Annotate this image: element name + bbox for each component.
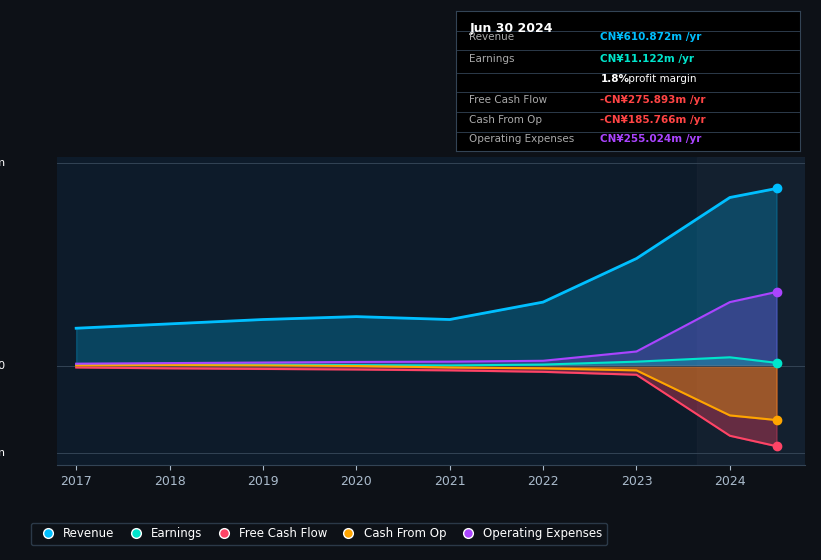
Text: Operating Expenses: Operating Expenses	[470, 134, 575, 144]
Bar	[697, 157, 810, 465]
Text: -CN¥300m: -CN¥300m	[0, 448, 5, 458]
Text: CN¥610.872m /yr: CN¥610.872m /yr	[600, 32, 702, 42]
Text: Cash From Op: Cash From Op	[470, 115, 543, 125]
Legend: Revenue, Earnings, Free Cash Flow, Cash From Op, Operating Expenses: Revenue, Earnings, Free Cash Flow, Cash …	[31, 522, 607, 545]
Text: CN¥700m: CN¥700m	[0, 157, 5, 167]
Text: -CN¥185.766m /yr: -CN¥185.766m /yr	[600, 115, 706, 125]
Text: profit margin: profit margin	[625, 74, 696, 84]
Text: 1.8%: 1.8%	[600, 74, 630, 84]
Text: -CN¥275.893m /yr: -CN¥275.893m /yr	[600, 95, 706, 105]
Text: Revenue: Revenue	[470, 32, 515, 42]
Text: CN¥11.122m /yr: CN¥11.122m /yr	[600, 54, 695, 64]
Text: CN¥255.024m /yr: CN¥255.024m /yr	[600, 134, 702, 144]
Text: CN¥0: CN¥0	[0, 361, 5, 371]
Text: Jun 30 2024: Jun 30 2024	[470, 22, 553, 35]
Text: Free Cash Flow: Free Cash Flow	[470, 95, 548, 105]
Text: Earnings: Earnings	[470, 54, 515, 64]
